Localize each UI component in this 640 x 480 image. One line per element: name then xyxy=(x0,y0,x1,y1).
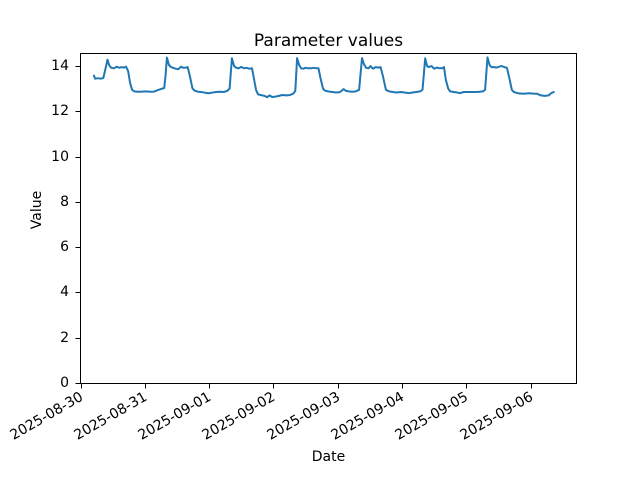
axes-frame xyxy=(80,53,577,384)
y-tick-label: 4 xyxy=(60,284,69,300)
y-tick-label: 10 xyxy=(51,149,69,165)
chart-title: Parameter values xyxy=(253,31,404,51)
y-tick-label: 14 xyxy=(51,58,69,74)
y-tick-label: 6 xyxy=(60,239,69,255)
y-tick-label: 2 xyxy=(60,330,69,346)
y-tick-label: 0 xyxy=(60,375,69,391)
data-line-parameter-values xyxy=(92,56,555,99)
x-axis-label: Date xyxy=(311,449,346,465)
y-tick-label: 8 xyxy=(60,194,69,210)
y-tick-label: 12 xyxy=(51,103,69,119)
